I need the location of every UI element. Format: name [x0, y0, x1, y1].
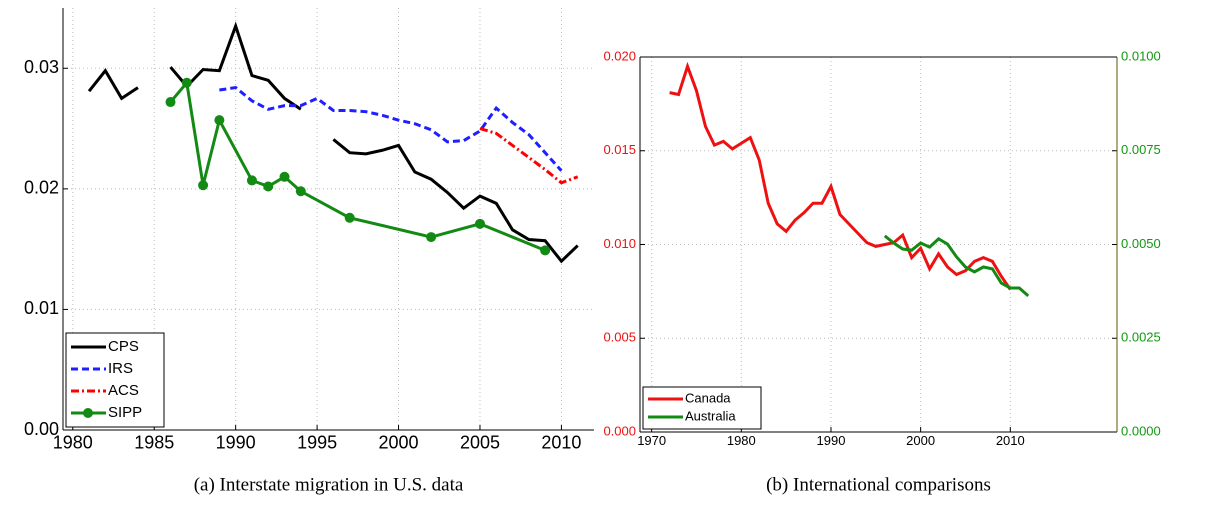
data-point [263, 181, 274, 192]
data-point [165, 97, 176, 108]
legend-label: IRS [108, 360, 133, 377]
y2-tick-label: 0.0075 [1121, 142, 1161, 157]
legend-marker [83, 408, 93, 418]
x-tick-label: 2000 [906, 433, 935, 448]
y2-tick-label: 0.0100 [1121, 48, 1161, 63]
y-tick-label: 0.000 [603, 423, 636, 438]
x-tick-label: 2005 [460, 432, 500, 452]
series-line [883, 234, 1030, 298]
x-tick-label: 2000 [379, 432, 419, 452]
data-point [426, 232, 437, 243]
y-tick-label: 0.01 [24, 298, 59, 318]
data-point [295, 186, 306, 197]
legend-box [65, 332, 165, 428]
legend-label: SIPP [108, 404, 142, 421]
y-tick-label: 0.03 [24, 57, 59, 77]
y-tick-label: 0.00 [24, 419, 59, 439]
series-line [479, 127, 579, 185]
series-line [219, 85, 563, 172]
x-tick-label: 2010 [996, 433, 1025, 448]
y-tick-label: 0.005 [603, 330, 636, 345]
y-tick-label: 0.020 [603, 48, 636, 63]
legend-label: CPS [108, 338, 139, 355]
series-line [87, 68, 139, 101]
data-point [279, 171, 290, 182]
series-line [169, 21, 302, 111]
series-line [669, 61, 1012, 291]
legend-label: Canada [685, 390, 731, 405]
legend-label: ACS [108, 382, 139, 399]
y2-tick-label: 0.0025 [1121, 330, 1161, 345]
x-tick-label: 1980 [727, 433, 756, 448]
data-point [214, 115, 225, 126]
y2-tick-label: 0.0050 [1121, 236, 1161, 251]
y-tick-label: 0.02 [24, 178, 59, 198]
y2-tick-label: 0.0000 [1121, 423, 1161, 438]
data-point [246, 175, 257, 186]
data-point [540, 245, 551, 256]
series-line [332, 138, 579, 264]
data-point [198, 180, 209, 191]
x-tick-label: 1990 [817, 433, 846, 448]
data-point [474, 218, 485, 229]
x-tick-label: 2010 [541, 432, 581, 452]
series-line [169, 79, 546, 252]
x-tick-label: 1985 [134, 432, 174, 452]
y-tick-label: 0.015 [603, 142, 636, 157]
x-tick-label: 1990 [216, 432, 256, 452]
caption: (a) Interstate migration in U.S. data [194, 474, 464, 495]
caption: (b) International comparisons [766, 474, 991, 495]
x-tick-label: 1995 [297, 432, 337, 452]
y-tick-label: 0.010 [603, 236, 636, 251]
data-point [181, 77, 192, 88]
data-point [344, 212, 355, 223]
x-tick-label: 1970 [637, 433, 666, 448]
legend-label: Australia [685, 408, 736, 423]
legend-box [642, 386, 762, 430]
x-tick-label: 1980 [53, 432, 93, 452]
